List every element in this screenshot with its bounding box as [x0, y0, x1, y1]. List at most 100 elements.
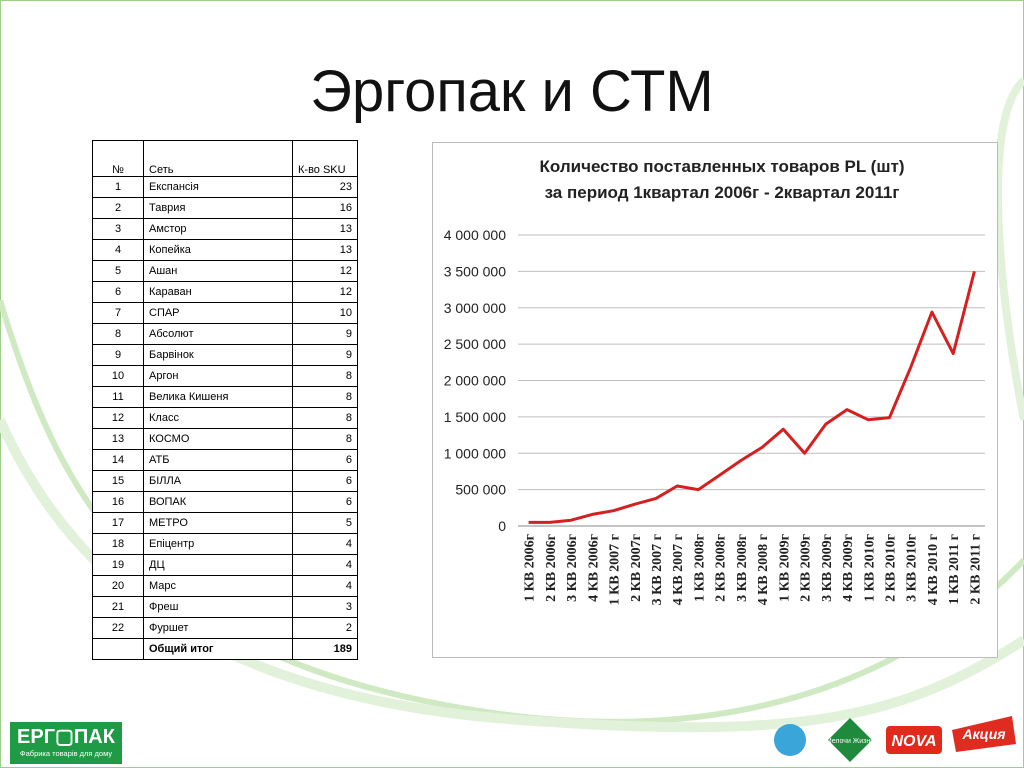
table-cell: 3: [92, 218, 144, 240]
header-cell: Сеть: [143, 140, 293, 177]
table-cell: 6: [292, 470, 358, 492]
y-tick-label: 3 000 000: [444, 300, 506, 316]
table-cell: 4: [292, 554, 358, 576]
table-row: 18 Епіцентр 4: [92, 533, 358, 555]
table-cell: 4: [292, 575, 358, 597]
x-tick-label: 1 КВ 2009г: [777, 534, 792, 602]
x-tick-label: 1 КВ 2010г: [862, 534, 877, 602]
table-cell: 16: [92, 491, 144, 513]
table-cell: 8: [292, 386, 358, 408]
x-tick-label: 2 КВ 2009г: [799, 534, 814, 602]
table-cell: 2: [92, 197, 144, 219]
table-cell: 8: [292, 365, 358, 387]
table-cell: 1: [92, 176, 144, 198]
company-logo: ЕРГ▢ПАК Фабрика товарів для дому: [10, 722, 122, 764]
chart-frame: [432, 142, 998, 658]
table-cell: 14: [92, 449, 144, 471]
x-tick-label: 2 КВ 2010г: [883, 534, 898, 602]
table-cell: 8: [92, 323, 144, 345]
table-row: 7 СПАР 10: [92, 302, 358, 324]
y-tick-label: 0: [498, 518, 506, 534]
table-cell: МЕТРО: [143, 512, 293, 534]
table-cell: 7: [92, 302, 144, 324]
table-cell: 6: [292, 449, 358, 471]
swirl: [0, 299, 1024, 725]
table-cell: 17: [92, 512, 144, 534]
table-row: 12 Класс 8: [92, 407, 358, 429]
table-cell: 13: [292, 239, 358, 261]
table-cell: Абсолют: [143, 323, 293, 345]
x-tick-label: 1 КВ 2011 г: [947, 534, 962, 605]
table-row: 3 Амстор 13: [92, 218, 358, 240]
table-cell: АТБ: [143, 449, 293, 471]
table-cell: КОСМО: [143, 428, 293, 450]
brand-name: Мелочи Жизни: [826, 738, 874, 745]
table-cell: 21: [92, 596, 144, 618]
table-cell: Копейка: [143, 239, 293, 261]
table-cell: ВОПАК: [143, 491, 293, 513]
slide-title: Эргопак и СТМ: [310, 59, 714, 124]
brand-name: Акция: [961, 726, 1005, 742]
table-row: 11 Велика Кишеня 8: [92, 386, 358, 408]
table-cell: 10: [292, 302, 358, 324]
table-cell: 13: [92, 428, 144, 450]
y-tick-label: 2 000 000: [444, 373, 506, 389]
table-cell: 12: [292, 260, 358, 282]
y-tick-label: 1 500 000: [444, 409, 506, 425]
chart: Количество поставленных товаров PL (шт) …: [432, 142, 998, 658]
table-row: 4 Копейка 13: [92, 239, 358, 261]
table-cell: 9: [292, 323, 358, 345]
brand-icon: [952, 716, 1016, 752]
table-cell: ДЦ: [143, 554, 293, 576]
table-cell: Барвінок: [143, 344, 293, 366]
table-cell: 8: [292, 428, 358, 450]
y-tick-label: 3 500 000: [444, 263, 506, 279]
table-cell: 19: [92, 554, 144, 576]
logo-name: ЕРГ▢ПАК: [17, 726, 115, 748]
table-cell: 18: [92, 533, 144, 555]
chart-subtitle: за период 1квартал 2006г - 2квартал 2011…: [545, 183, 900, 202]
table-cell: 8: [292, 407, 358, 429]
y-tick-label: 2 500 000: [444, 336, 506, 352]
table-row: 10 Аргон 8: [92, 365, 358, 387]
table-cell: 4: [92, 239, 144, 261]
table-cell: 11: [92, 386, 144, 408]
table-cell: Експансія: [143, 176, 293, 198]
y-tick-label: 4 000 000: [444, 227, 506, 243]
x-tick-label: 3 КВ 2006г: [565, 534, 580, 602]
swirl: [994, 77, 1024, 421]
brand-name: NOVA: [891, 733, 936, 750]
x-tick-label: 2 КВ 2007г: [629, 534, 644, 602]
table-cell: 13: [292, 218, 358, 240]
table-row: 21 Фреш 3: [92, 596, 358, 618]
table-cell: Марс: [143, 575, 293, 597]
brand-icon: [774, 724, 806, 756]
table-row: 6 Караван 12: [92, 281, 358, 303]
table-row: 22 Фуршет 2: [92, 617, 358, 639]
x-tick-label: 2 КВ 2006г: [544, 534, 559, 602]
chart-title: Количество поставленных товаров PL (шт): [539, 157, 904, 176]
x-tick-label: 4 КВ 2009г: [841, 534, 856, 602]
y-tick-label: 500 000: [455, 482, 506, 498]
table-cell: 20: [92, 575, 144, 597]
x-tick-label: 1 КВ 2007 г: [608, 534, 623, 605]
table-cell: 12: [92, 407, 144, 429]
table-cell: 3: [292, 596, 358, 618]
total-label: Общий итог: [143, 638, 293, 660]
x-tick-label: 4 КВ 2008 г: [756, 534, 771, 605]
x-tick-label: 3 КВ 2009г: [820, 534, 835, 602]
x-tick-label: 4 КВ 2007 г: [671, 534, 686, 605]
table-row: 14 АТБ 6: [92, 449, 358, 471]
logo-tagline: Фабрика товарів для дому: [19, 749, 113, 758]
x-tick-label: 3 КВ 2007 г: [650, 534, 665, 605]
x-tick-label: 3 КВ 2010г: [905, 534, 920, 602]
table-cell: 15: [92, 470, 144, 492]
x-tick-label: 2 КВ 2008г: [714, 534, 729, 602]
total-row: Общий итог 189: [92, 638, 358, 660]
brand-icon: [828, 718, 872, 762]
table-row: 15 БІЛЛА 6: [92, 470, 358, 492]
table-row: 13 КОСМО 8: [92, 428, 358, 450]
table-cell: Фуршет: [143, 617, 293, 639]
table-cell: 2: [292, 617, 358, 639]
table-cell: Класс: [143, 407, 293, 429]
